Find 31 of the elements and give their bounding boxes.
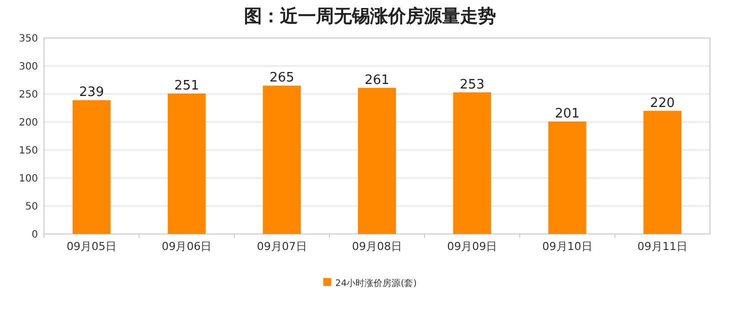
data-label: 261 <box>364 72 390 88</box>
y-tick-label: 0 <box>32 230 38 240</box>
legend-label: 24小时涨价房源(套) <box>335 278 417 289</box>
y-tick-label: 100 <box>18 174 38 184</box>
data-label: 253 <box>460 77 485 92</box>
y-tick-label: 250 <box>18 90 38 100</box>
bar <box>168 93 206 234</box>
x-tick-label: 09月09日 <box>447 240 498 253</box>
data-label: 201 <box>554 106 580 122</box>
data-label: 251 <box>174 78 200 94</box>
bar <box>358 88 396 234</box>
x-tick-label: 09月11日 <box>637 240 688 253</box>
y-tick-label: 50 <box>25 202 38 212</box>
y-tick-label: 200 <box>18 118 38 128</box>
y-tick-label: 350 <box>18 34 38 44</box>
x-tick-label: 09月05日 <box>66 240 117 253</box>
bar <box>72 100 111 234</box>
data-label: 220 <box>650 96 675 111</box>
bar <box>453 92 492 234</box>
x-tick-label: 09月07日 <box>256 240 307 253</box>
data-label: 239 <box>79 85 104 100</box>
x-tick-label: 09月08日 <box>352 240 402 253</box>
data-label: 265 <box>269 70 294 86</box>
bar <box>548 121 586 234</box>
y-tick-label: 300 <box>18 62 38 72</box>
bar <box>262 86 301 234</box>
x-tick-label: 09月06日 <box>162 240 212 253</box>
y-tick-label: 150 <box>18 146 38 156</box>
chart-title: 图：近一周无锡涨价房源量走势 <box>244 6 496 27</box>
x-tick-label: 09月10日 <box>542 240 592 253</box>
bar <box>643 110 682 234</box>
